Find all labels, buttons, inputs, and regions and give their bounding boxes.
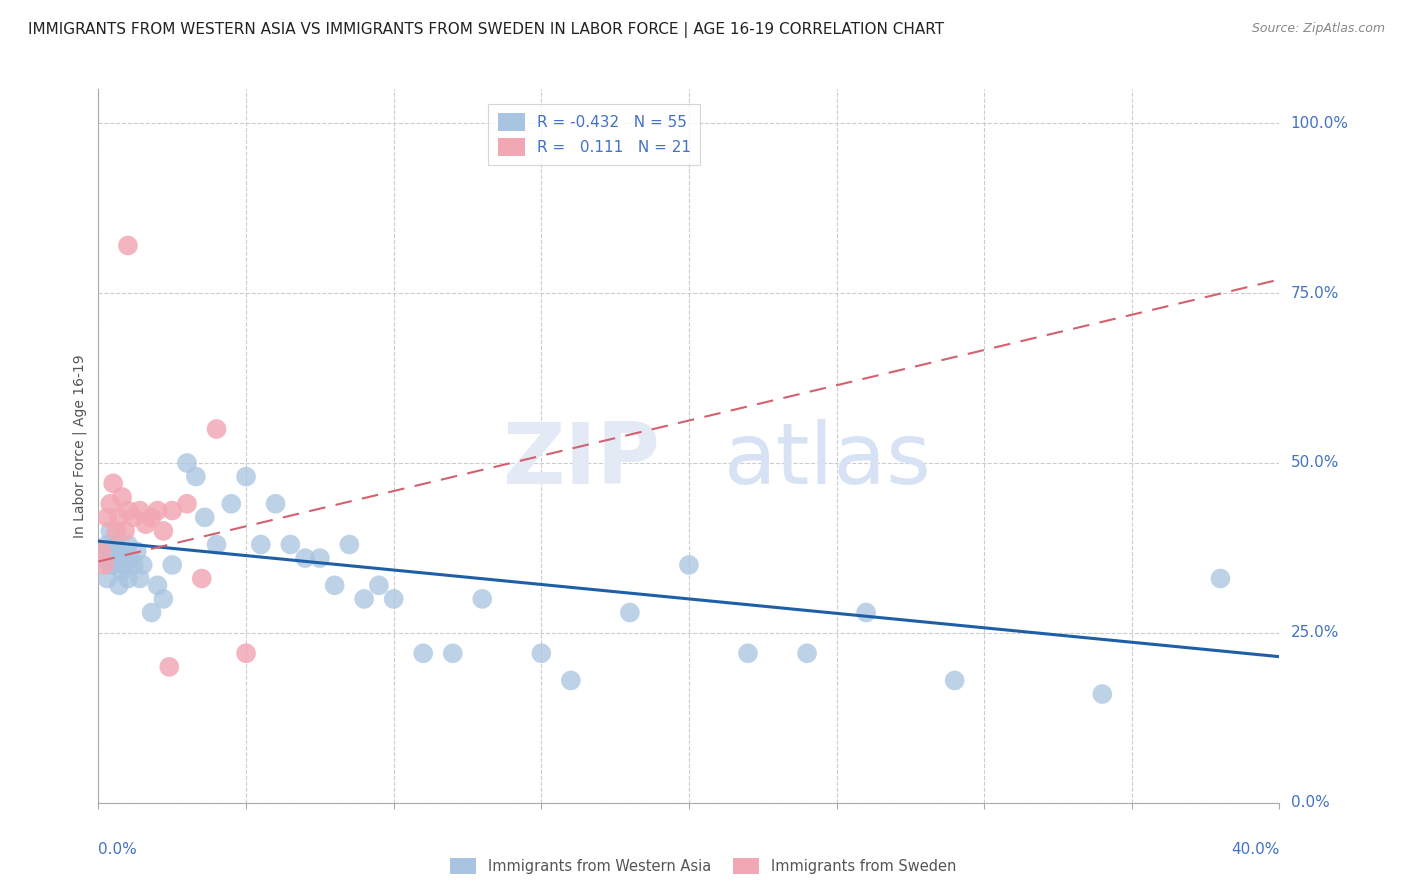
Point xyxy=(353,591,375,606)
Point xyxy=(98,558,121,572)
Text: 0.0%: 0.0% xyxy=(98,842,138,857)
Point xyxy=(1209,572,1232,586)
Point xyxy=(146,578,169,592)
Point xyxy=(309,551,332,566)
Point xyxy=(205,537,228,551)
Point xyxy=(619,606,641,620)
Point xyxy=(184,469,207,483)
Point xyxy=(441,646,464,660)
Point xyxy=(105,551,128,566)
Text: 50.0%: 50.0% xyxy=(1291,456,1339,470)
Point xyxy=(93,551,115,566)
Point xyxy=(191,572,214,586)
Point xyxy=(114,524,136,538)
Point xyxy=(108,510,131,524)
Point xyxy=(103,544,125,558)
Point xyxy=(98,497,121,511)
Point xyxy=(323,578,346,592)
Point xyxy=(176,456,198,470)
Text: Source: ZipAtlas.com: Source: ZipAtlas.com xyxy=(1251,22,1385,36)
Point xyxy=(796,646,818,660)
Point xyxy=(141,510,163,524)
Point xyxy=(162,503,183,517)
Text: 0.0%: 0.0% xyxy=(1291,796,1329,810)
Point xyxy=(205,422,228,436)
Point xyxy=(122,510,145,524)
Point xyxy=(157,660,180,674)
Point xyxy=(368,578,391,592)
Point xyxy=(382,591,405,606)
Point xyxy=(152,591,174,606)
Point xyxy=(943,673,966,688)
Y-axis label: In Labor Force | Age 16-19: In Labor Force | Age 16-19 xyxy=(73,354,87,538)
Point xyxy=(194,510,217,524)
Point xyxy=(117,503,139,517)
Text: atlas: atlas xyxy=(724,418,932,502)
Point xyxy=(105,537,128,551)
Point xyxy=(122,558,145,572)
Point xyxy=(111,565,134,579)
Point xyxy=(117,572,139,586)
Point xyxy=(98,524,121,538)
Point xyxy=(117,537,139,551)
Point xyxy=(105,524,128,538)
Point xyxy=(117,238,139,252)
Point xyxy=(128,572,150,586)
Point xyxy=(96,537,118,551)
Point xyxy=(278,537,302,551)
Point xyxy=(114,558,136,572)
Text: ZIP: ZIP xyxy=(502,418,659,502)
Point xyxy=(855,606,877,620)
Text: 100.0%: 100.0% xyxy=(1291,116,1348,131)
Text: 40.0%: 40.0% xyxy=(1232,842,1279,857)
Point xyxy=(135,517,157,532)
Text: 75.0%: 75.0% xyxy=(1291,285,1339,301)
Point xyxy=(294,551,316,566)
Point xyxy=(264,497,287,511)
Point xyxy=(128,503,150,517)
Point xyxy=(93,558,115,572)
Point xyxy=(146,503,169,517)
Point xyxy=(132,558,155,572)
Point xyxy=(96,572,118,586)
Point xyxy=(412,646,434,660)
Point xyxy=(235,646,257,660)
Point xyxy=(337,537,360,551)
Point xyxy=(235,469,257,483)
Point xyxy=(111,544,134,558)
Point xyxy=(250,537,273,551)
Point xyxy=(103,558,125,572)
Legend: R = -0.432   N = 55, R =   0.111   N = 21: R = -0.432 N = 55, R = 0.111 N = 21 xyxy=(488,104,700,165)
Point xyxy=(1091,687,1114,701)
Point xyxy=(125,544,148,558)
Point xyxy=(96,510,118,524)
Point xyxy=(560,673,582,688)
Point xyxy=(108,551,131,566)
Point xyxy=(219,497,242,511)
Text: IMMIGRANTS FROM WESTERN ASIA VS IMMIGRANTS FROM SWEDEN IN LABOR FORCE | AGE 16-1: IMMIGRANTS FROM WESTERN ASIA VS IMMIGRAN… xyxy=(28,22,945,38)
Point xyxy=(120,551,142,566)
Point xyxy=(141,606,163,620)
Point xyxy=(737,646,759,660)
Point xyxy=(103,476,125,491)
Point xyxy=(530,646,553,660)
Text: 25.0%: 25.0% xyxy=(1291,625,1339,640)
Point xyxy=(678,558,700,572)
Point xyxy=(471,591,494,606)
Point xyxy=(162,558,183,572)
Point xyxy=(111,490,134,504)
Legend: Immigrants from Western Asia, Immigrants from Sweden: Immigrants from Western Asia, Immigrants… xyxy=(444,852,962,880)
Point xyxy=(90,544,112,558)
Point xyxy=(176,497,198,511)
Point xyxy=(108,578,131,592)
Point xyxy=(152,524,174,538)
Point xyxy=(90,544,112,558)
